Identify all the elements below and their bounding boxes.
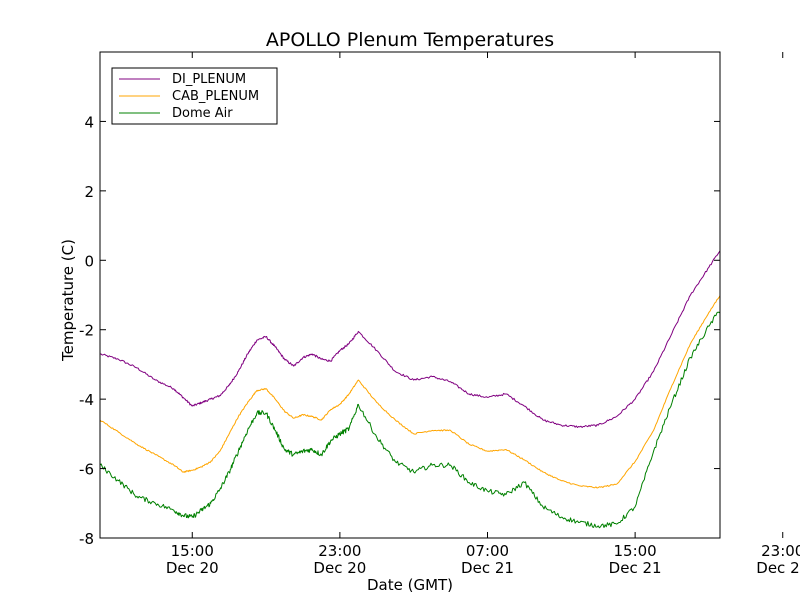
series-line-dome-air: [100, 310, 720, 529]
y-tick-label: 2: [84, 183, 94, 201]
x-tick-time-label: 23:00: [318, 542, 361, 560]
y-tick-label: -6: [79, 461, 94, 479]
series-layer: [100, 249, 720, 529]
y-tick-label: 4: [84, 113, 94, 131]
x-tick-date-label: Dec 20: [166, 559, 219, 577]
x-tick-date-label: Dec 20: [313, 559, 366, 577]
series-line-cab-plenum: [100, 294, 720, 489]
y-tick-label: 0: [84, 252, 94, 270]
x-tick-time-label: 23:00: [761, 542, 800, 560]
x-axis-label: Date (GMT): [367, 576, 453, 594]
x-tick-time-label: 07:00: [466, 542, 509, 560]
x-tick-date-label: Dec 21: [461, 559, 514, 577]
plot-area-frame: [99, 51, 721, 539]
y-tick-label: -8: [79, 530, 94, 548]
legend-label-cab-plenum: CAB_PLENUM: [172, 89, 259, 104]
chart-title: APOLLO Plenum Temperatures: [266, 29, 554, 51]
x-tick-date-label: Dec 21: [609, 559, 662, 577]
x-tick-time-label: 15:00: [171, 542, 214, 560]
y-tick-label: -2: [79, 322, 94, 340]
legend: DI_PLENUM CAB_PLENUM Dome Air: [111, 67, 278, 125]
x-tick-date-label: Dec 21: [756, 559, 800, 577]
y-axis-label: Temperature (C): [59, 239, 77, 362]
series-line-di-plenum: [100, 249, 720, 429]
legend-label-di-plenum: DI_PLENUM: [172, 72, 246, 87]
x-tick-time-label: 15:00: [614, 542, 657, 560]
y-tick-label: -4: [79, 391, 94, 409]
legend-label-dome-air: Dome Air: [172, 106, 233, 121]
